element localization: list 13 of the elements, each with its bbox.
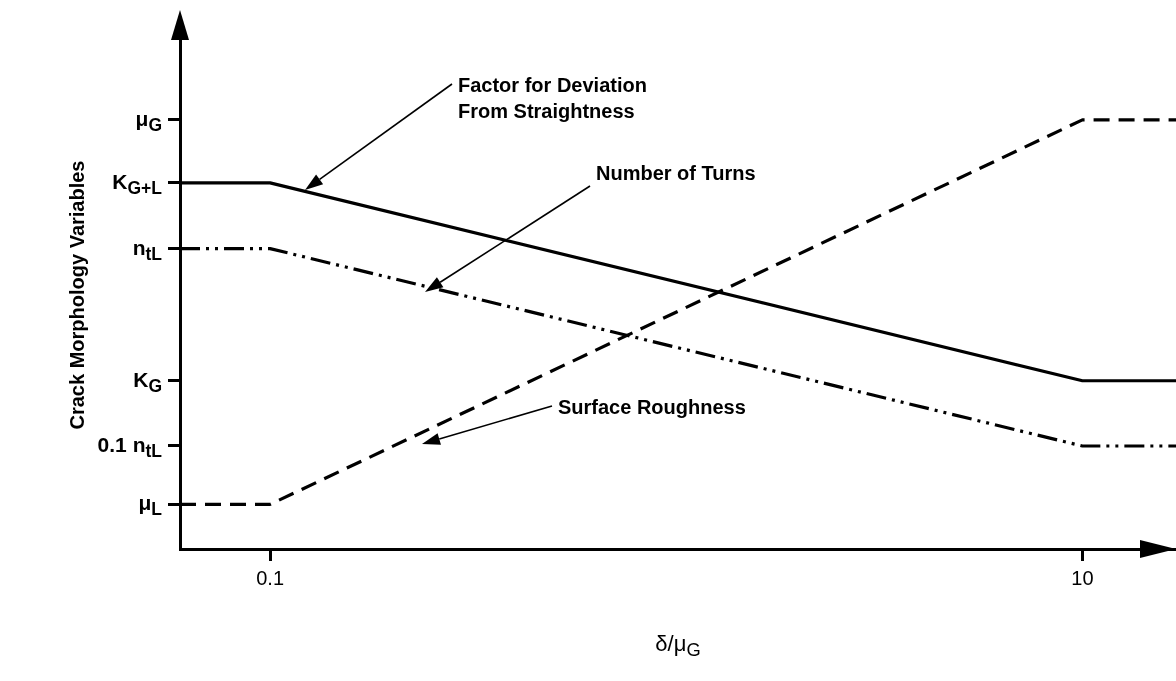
text: K$_{G}$ — [133, 366, 162, 398]
text: μ$_{L}$ — [138, 490, 162, 522]
text: Factor for Deviation From Straightness — [458, 73, 647, 124]
text: Number of Turns — [596, 161, 756, 186]
text: n$_{tL}$ — [132, 234, 162, 266]
text: K$_{G+L}$ — [112, 168, 162, 201]
y-axis-title: Crack Morphology Variables — [65, 160, 89, 429]
x-tick-label: 10 — [1071, 566, 1094, 589]
x-axis-title: δ/μ$_{G}$ — [655, 631, 701, 661]
text: μ$_{G}$ — [135, 105, 162, 137]
series-label: Surface Roughness — [558, 395, 746, 420]
text: 0.1 n$_{tL}$ — [97, 432, 162, 464]
x-tick-label: 0.1 — [256, 566, 285, 589]
